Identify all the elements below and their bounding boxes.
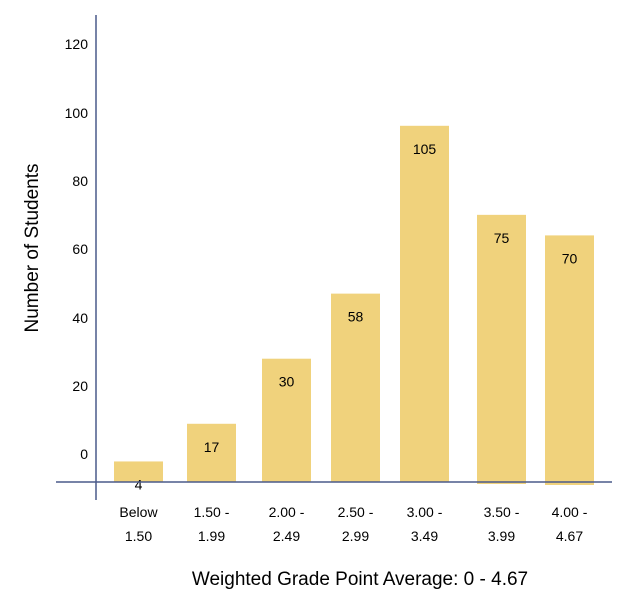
bar [114,461,163,482]
x-axis-title: Weighted Grade Point Average: 0 - 4.67 [192,569,528,590]
data-label: 58 [348,309,364,325]
x-tick-label: 2.50 -2.99 [338,504,374,544]
y-tick-label: 0 [80,446,88,462]
x-tick-label: Below 1.50 [119,504,158,544]
y-tick-label: 20 [72,378,88,394]
y-axis-ticks: 0 20 40 60 80 100 120 [65,36,89,462]
y-tick-label: 80 [72,173,88,189]
x-axis-ticks: Below 1.50 1.50 -1.99 2.00 -2.49 2.50 -2.99 3… [119,504,587,544]
bar [545,235,594,485]
data-label: 70 [562,250,578,266]
x-tick-label: 4.00 -4.67 [552,504,588,544]
data-labels: 4 17 30 58 105 75 70 [135,141,578,493]
y-tick-label: 120 [65,36,89,52]
bars [114,125,594,485]
data-label: 17 [204,439,220,455]
x-tick-label: 3.50 -3.99 [484,504,520,544]
data-label: 75 [494,230,510,246]
bar [477,214,526,484]
x-tick-label: 2.00 -2.49 [269,504,305,544]
bar [331,293,380,482]
bar [187,423,236,482]
y-tick-label: 40 [72,310,88,326]
data-label: 30 [279,374,295,390]
x-tick-label: 1.50 -1.99 [194,504,230,544]
data-label: 4 [135,476,143,492]
y-axis-title: Number of Students [22,164,43,333]
y-tick-label: 100 [65,105,89,121]
bar [262,358,311,482]
bar [400,125,449,483]
x-tick-label: 3.00 -3.49 [407,504,443,544]
data-label: 105 [413,141,437,157]
y-tick-label: 60 [72,241,88,257]
